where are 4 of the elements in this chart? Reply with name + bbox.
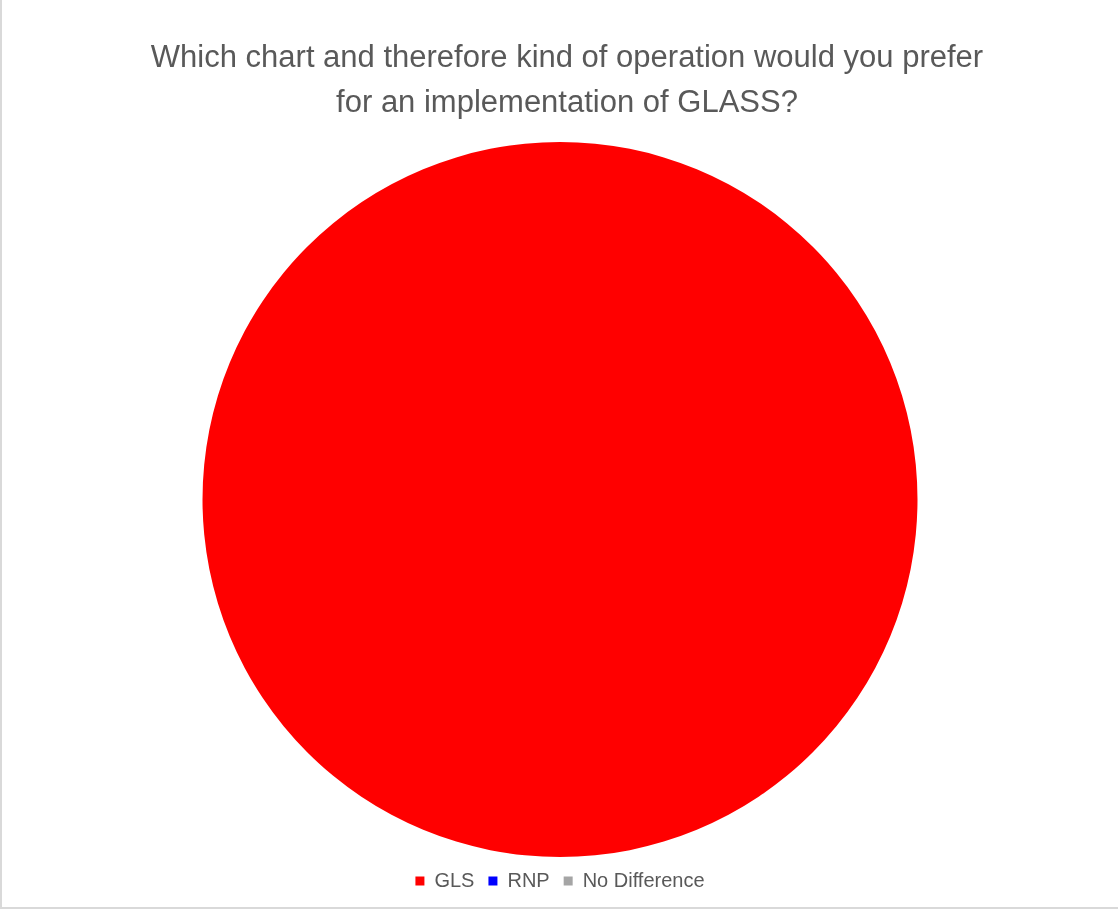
chart-title: Which chart and therefore kind of operation would you prefer for an implementation of GLASS? bbox=[149, 38, 985, 121]
legend-label: No Difference bbox=[582, 868, 705, 891]
legend-label: RNP bbox=[507, 868, 550, 891]
legend-label: GLS bbox=[434, 868, 475, 891]
